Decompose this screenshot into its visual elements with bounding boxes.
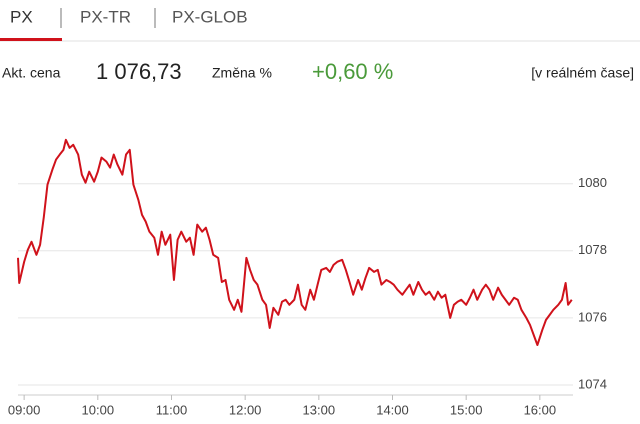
active-tab-underline bbox=[0, 38, 62, 41]
change: +0,60 % bbox=[312, 59, 393, 84]
x-tick-label: 12:00 bbox=[229, 402, 262, 417]
x-tick-label: 14:00 bbox=[376, 402, 409, 417]
y-tick-label: 1074 bbox=[578, 376, 607, 391]
price-line bbox=[17, 138, 573, 347]
tab[interactable]: PX bbox=[10, 7, 33, 26]
x-tick-label: 10:00 bbox=[82, 402, 115, 417]
x-tick-label: 15:00 bbox=[450, 402, 483, 417]
x-tick-label: 09:00 bbox=[8, 402, 41, 417]
tab[interactable]: PX-TR bbox=[80, 7, 131, 26]
mode: [v reálném čase] bbox=[531, 65, 634, 81]
y-tick-label: 1078 bbox=[578, 242, 607, 257]
price: 1 076,73 bbox=[96, 59, 182, 84]
tab[interactable]: PX-GLOB bbox=[172, 7, 248, 26]
y-tick-label: 1080 bbox=[578, 175, 607, 190]
x-tick-label: 11:00 bbox=[156, 402, 188, 417]
price-label: Akt. cena bbox=[2, 65, 61, 81]
chart: 1074 1076 1078 1080 09:00 10:00 11:00 12:00 13:0… bbox=[8, 138, 607, 417]
x-tick-label: 13:00 bbox=[303, 402, 336, 417]
change-label: Změna % bbox=[212, 65, 272, 81]
x-tick-label: 16:00 bbox=[524, 402, 557, 417]
y-tick-label: 1076 bbox=[578, 309, 607, 324]
